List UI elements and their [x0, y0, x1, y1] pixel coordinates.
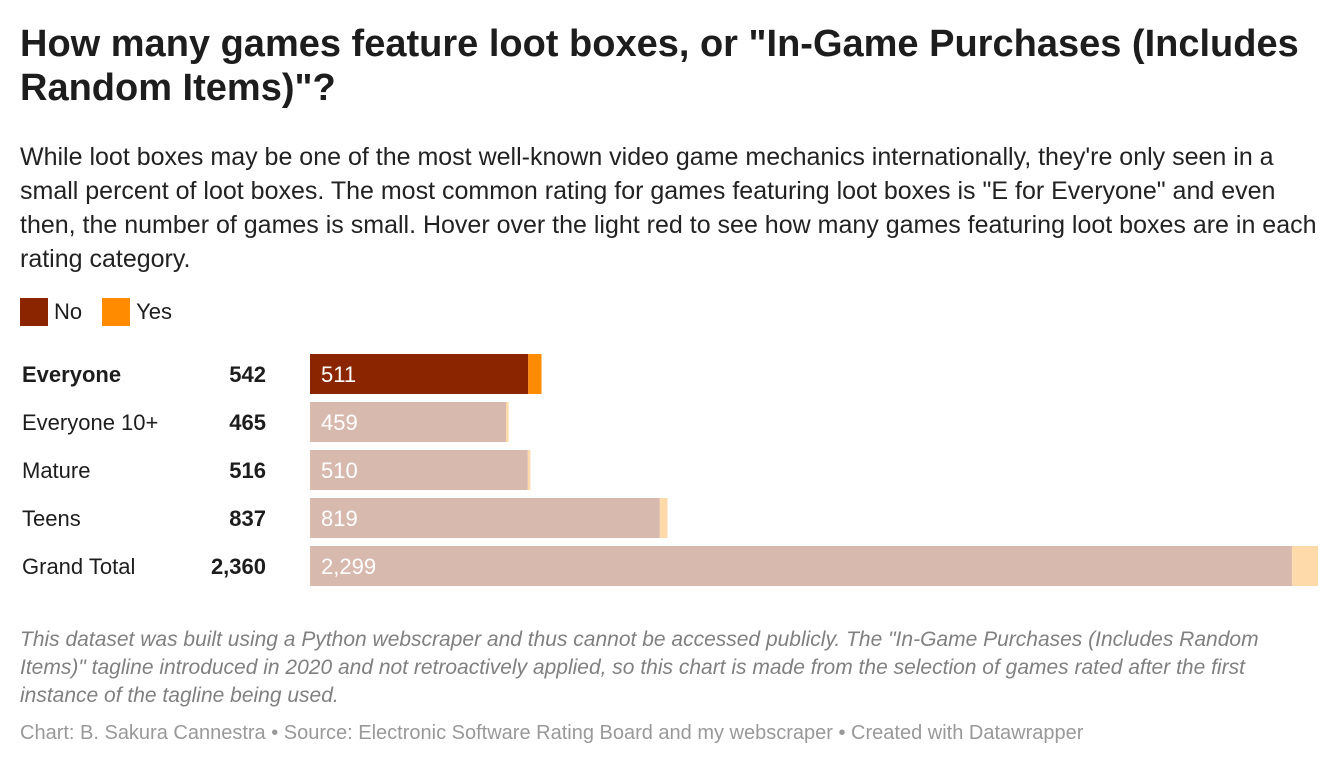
bar-yes-everyone[interactable]: [528, 354, 542, 394]
total-label-everyone: 542: [229, 362, 266, 387]
bar-no-everyone-10[interactable]: [310, 402, 507, 442]
legend-label-yes: Yes: [136, 299, 173, 324]
category-label-everyone: Everyone: [22, 362, 121, 387]
bar-yes-grand-total[interactable]: [1291, 546, 1318, 586]
chart-title: How many games feature loot boxes, or "I…: [20, 23, 1299, 109]
legend-item-yes[interactable]: Yes: [102, 298, 172, 326]
category-label-mature: Mature: [22, 458, 90, 483]
bar-yes-everyone-10[interactable]: [506, 402, 509, 442]
bar-yes-teens[interactable]: [659, 498, 668, 538]
bar-no-everyone[interactable]: [310, 354, 529, 394]
bar-chart: Everyone 542 511 Everyone 10+ 465 459 Mature 51…: [22, 354, 1318, 586]
total-label-mature: 516: [229, 458, 266, 483]
chart-footer: Chart: B. Sakura Cannestra • Source: Ele…: [20, 722, 1084, 744]
total-label-grand-total: 2,360: [211, 554, 266, 579]
chart-notes: This dataset was built using a Python we…: [20, 628, 1259, 707]
bar-value-label-mature: 510: [321, 458, 358, 483]
bar-no-mature[interactable]: [310, 450, 528, 490]
bar-no-teens[interactable]: [310, 498, 660, 538]
chart-description: While loot boxes may be one of the most …: [20, 143, 1317, 273]
bar-value-label-grand-total: 2,299: [321, 554, 376, 579]
legend-swatch-yes: [102, 298, 131, 326]
category-label-everyone-10: Everyone 10+: [22, 410, 158, 435]
bar-yes-mature[interactable]: [527, 450, 531, 490]
category-label-teens: Teens: [22, 506, 81, 531]
total-label-everyone-10: 465: [229, 410, 266, 435]
legend-label-no: No: [54, 299, 83, 324]
total-label-teens: 837: [229, 506, 266, 531]
category-label-grand-total: Grand Total: [22, 554, 135, 579]
legend-swatch-no: [20, 298, 48, 326]
legend-item-no[interactable]: No: [20, 298, 82, 326]
bar-no-grand-total[interactable]: [310, 546, 1292, 586]
bar-value-label-everyone: 511: [321, 362, 356, 387]
bar-value-label-teens: 819: [321, 506, 358, 531]
bar-value-label-everyone-10: 459: [321, 410, 358, 435]
legend: No Yes: [20, 298, 192, 326]
